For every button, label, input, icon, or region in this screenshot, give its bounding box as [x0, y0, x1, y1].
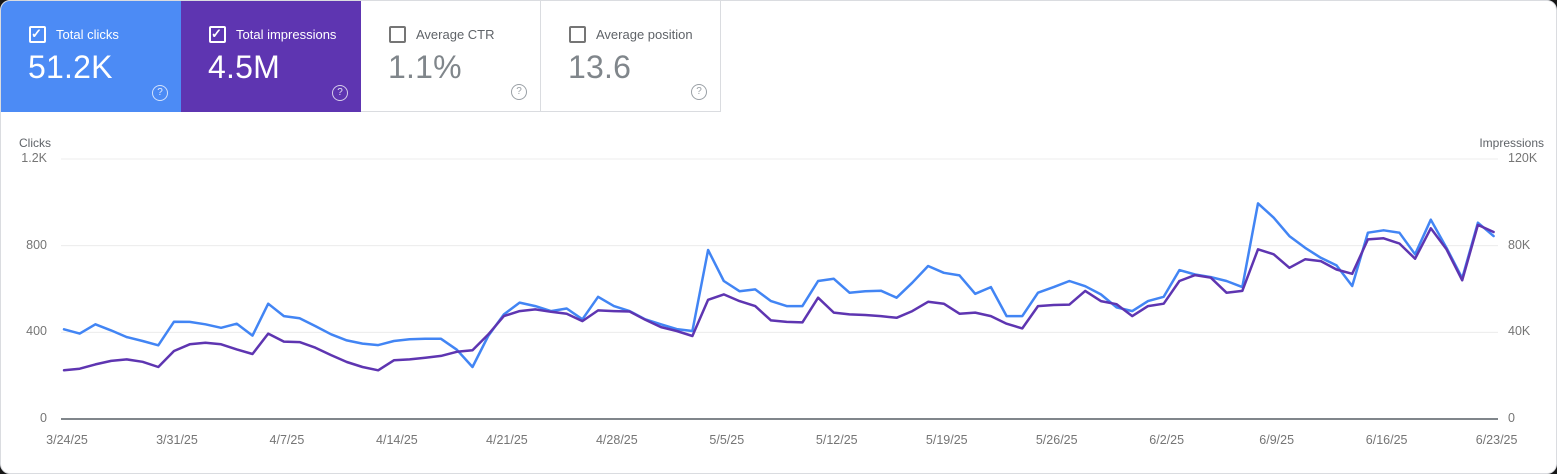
metric-card-head: Average CTR [389, 26, 495, 43]
x-tick-date: 5/5/25 [709, 433, 745, 447]
x-tick-date: 6/23/25 [1475, 433, 1518, 447]
x-tick-date: 3/31/25 [156, 433, 198, 447]
metric-card-head: Average position [569, 26, 693, 43]
metric-value: 51.2K [28, 49, 113, 85]
x-tick-date: 5/26/25 [1035, 433, 1078, 447]
left-axis-title: Clicks [19, 136, 51, 150]
help-icon[interactable] [511, 84, 527, 100]
y-tick-clicks: 800 [26, 237, 47, 252]
x-tick-date: 4/14/25 [376, 433, 418, 447]
x-tick-date: 6/9/25 [1259, 433, 1295, 447]
help-icon[interactable] [691, 84, 707, 100]
y-tick-impressions: 120K [1508, 151, 1538, 165]
metric-card-head: Total clicks [29, 26, 119, 43]
metric-card-average-position[interactable]: Average position 13.6 [541, 1, 721, 112]
checkbox-average-ctr[interactable] [389, 26, 406, 43]
metric-card-total-impressions[interactable]: Total impressions 4.5M [181, 1, 361, 112]
metric-value: 4.5M [208, 49, 280, 85]
y-tick-impressions: 0 [1508, 411, 1515, 425]
x-tick-date: 4/28/25 [595, 433, 638, 447]
help-icon[interactable] [332, 85, 348, 101]
y-tick-impressions: 40K [1508, 324, 1531, 339]
metric-card-head: Total impressions [209, 26, 336, 43]
checkbox-total-impressions[interactable] [209, 26, 226, 43]
x-tick-date: 4/7/25 [269, 433, 305, 447]
metric-label: Total impressions [236, 27, 337, 42]
metric-value: 13.6 [568, 49, 632, 85]
x-tick-date: 6/16/25 [1365, 433, 1408, 447]
metric-card-average-ctr[interactable]: Average CTR 1.1% [361, 1, 541, 112]
metric-cards: Total clicks 51.2K Total impressions 4.5… [1, 1, 721, 112]
x-tick-date: 4/21/25 [486, 433, 528, 447]
metric-value: 1.1% [388, 49, 462, 85]
y-tick-clicks: 1.2K [21, 151, 47, 165]
y-tick-clicks: 0 [40, 411, 47, 425]
checkbox-average-position[interactable] [569, 26, 586, 43]
x-tick-date: 6/2/25 [1149, 433, 1185, 447]
clicks-line [62, 202, 1495, 369]
metric-label: Average CTR [416, 27, 495, 42]
metric-card-total-clicks[interactable]: Total clicks 51.2K [1, 1, 181, 112]
metric-label: Total clicks [56, 27, 119, 42]
help-icon[interactable] [152, 85, 168, 101]
metric-label: Average position [596, 27, 693, 42]
x-tick-date: 3/24/25 [46, 433, 88, 447]
right-axis-title: Impressions [1479, 136, 1544, 150]
y-tick-clicks: 400 [26, 324, 47, 339]
x-tick-date: 5/19/25 [925, 433, 968, 447]
x-tick-date: 5/12/25 [815, 433, 858, 447]
y-tick-impressions: 80K [1508, 237, 1531, 252]
checkbox-total-clicks[interactable] [29, 26, 46, 43]
impressions-line [62, 223, 1495, 372]
